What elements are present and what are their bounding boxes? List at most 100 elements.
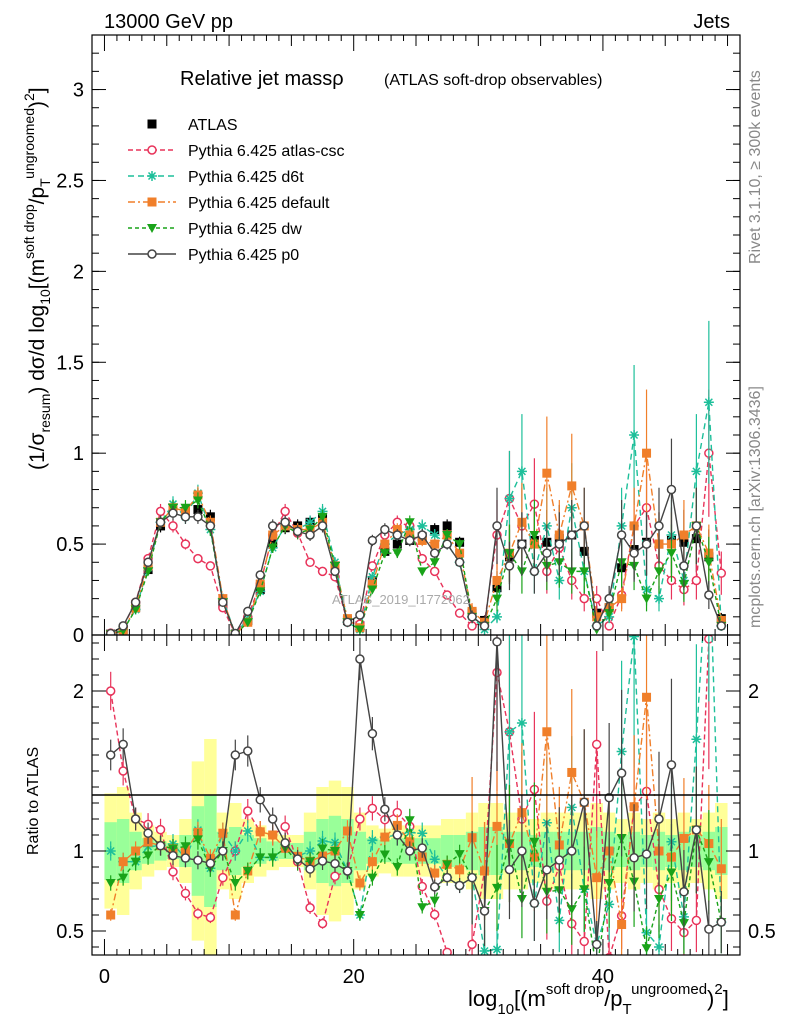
series-2-ratio-point (105, 846, 116, 856)
series-5-ratio-point (542, 865, 552, 875)
chart-subtitle: (ATLAS soft-drop observables) (384, 72, 602, 89)
series-4-point (267, 543, 278, 553)
series-3-point (716, 615, 726, 625)
series-5-point (467, 612, 477, 622)
series-1-ratio-point (442, 947, 452, 955)
series-3-ratio-point (118, 857, 128, 867)
series-4-ratio-point (143, 851, 154, 861)
series-5-point (280, 517, 290, 528)
legend-label: Pythia 6.425 default (188, 195, 330, 212)
series-4-point (442, 531, 453, 540)
legend-item: Pythia 6.425 d6t (128, 169, 304, 186)
legend-item: Pythia 6.425 default (128, 195, 330, 212)
series-4-ratio-point (454, 850, 465, 860)
series-1-ratio-point (367, 803, 378, 814)
series-1-ratio-point (118, 766, 128, 776)
series-5-point (155, 517, 166, 528)
series-4-ratio-point (566, 905, 577, 915)
series-5-ratio-point (380, 804, 390, 815)
series-4-point (566, 567, 577, 577)
series-5-ratio-point (492, 637, 502, 647)
series-4-ratio-point (442, 860, 453, 870)
series-5-point (517, 539, 527, 549)
series-1-point (716, 568, 727, 578)
series-3-ratio-point (679, 833, 689, 843)
series-4-ratio-point (392, 863, 403, 872)
series-2-ratio-point (367, 835, 378, 846)
series-5-point (654, 521, 664, 531)
series-1-ratio-point (355, 814, 365, 824)
series-3-ratio-point (230, 910, 240, 920)
series-2-point (417, 520, 428, 531)
series-1-ratio-point (330, 871, 340, 882)
series-4-point (242, 618, 253, 628)
series-1-line (110, 453, 723, 635)
series-1-ratio-point (105, 686, 116, 696)
series-3-ratio-point (268, 830, 278, 840)
series-5-point (417, 530, 427, 540)
series-3-point (430, 539, 440, 549)
series-5-ratio-point (442, 872, 452, 883)
series-5-main (105, 438, 727, 635)
series-1-ratio-point (193, 908, 203, 919)
series-2-ratio-point (492, 944, 502, 955)
series-5-ratio-point (429, 882, 440, 892)
series-5-ratio-point (367, 728, 378, 739)
series-5-ratio-point (567, 846, 577, 856)
series-3-point (592, 612, 602, 622)
series-5-point (567, 530, 577, 540)
series-2-point (367, 571, 378, 582)
series-3-point (617, 594, 627, 604)
series-5-point (454, 557, 465, 568)
series-1-ratio-point (205, 912, 216, 923)
series-3-point (679, 530, 689, 540)
ratio-band-1sigma (440, 835, 454, 867)
series-1-ratio-point (180, 888, 191, 899)
axes-ticks: 00.511.522.530.5 0.51 12 20 20 40 (56, 35, 776, 988)
series-4-point (354, 625, 365, 635)
series-1-ratio-point (429, 909, 440, 920)
x-tick-label: 0 (99, 966, 110, 988)
legend-marker (147, 249, 157, 259)
ratio-y-tick-label-right: 1 (748, 841, 759, 863)
series-1-ratio-point (591, 739, 602, 750)
ratio-y-tick-label: 0.5 (56, 921, 84, 943)
legend-label: Pythia 6.425 p0 (188, 247, 299, 264)
ratio-y-tick-label: 1 (73, 841, 84, 863)
series-5-ratio-point (218, 846, 228, 856)
series-5-point (691, 521, 702, 531)
series-4-ratio-point (492, 883, 502, 893)
legend-item: Pythia 6.425 atlas-csc (128, 143, 345, 160)
series-2-ratio-point (629, 635, 640, 642)
series-1-point (579, 593, 589, 604)
series-4-ratio-point (367, 873, 378, 883)
series-5-ratio-point (205, 858, 216, 869)
series-1-ratio-point (317, 918, 328, 929)
series-5-point (255, 570, 265, 580)
series-5-ratio-point (330, 858, 340, 869)
series-5-ratio-point (105, 750, 116, 760)
y-tick-label: 2 (73, 261, 84, 283)
series-4-ratio-line (110, 820, 722, 955)
ratio-band-1sigma (353, 831, 367, 871)
series-4-point (417, 567, 428, 577)
series-2-ratio-point (230, 846, 241, 856)
series-4-ratio-point (379, 850, 390, 860)
series-1-point (442, 590, 452, 600)
series-5-ratio-point (704, 924, 714, 934)
series-4-ratio-point (330, 847, 340, 856)
series-2-ratio-point (504, 726, 515, 737)
series-2-point (429, 530, 440, 540)
series-5-ratio-point (454, 880, 465, 891)
series-5-ratio-point (554, 855, 565, 865)
series-1-ratio-point (305, 903, 315, 913)
series-1-point (205, 561, 216, 571)
main-plot-series (105, 320, 727, 635)
series-4-point (392, 549, 403, 559)
legend-marker (147, 197, 157, 207)
series-5-ratio-point (180, 853, 191, 863)
series-1-point (317, 566, 328, 577)
series-3-ratio-point (592, 873, 602, 883)
series-1-point (193, 553, 203, 564)
